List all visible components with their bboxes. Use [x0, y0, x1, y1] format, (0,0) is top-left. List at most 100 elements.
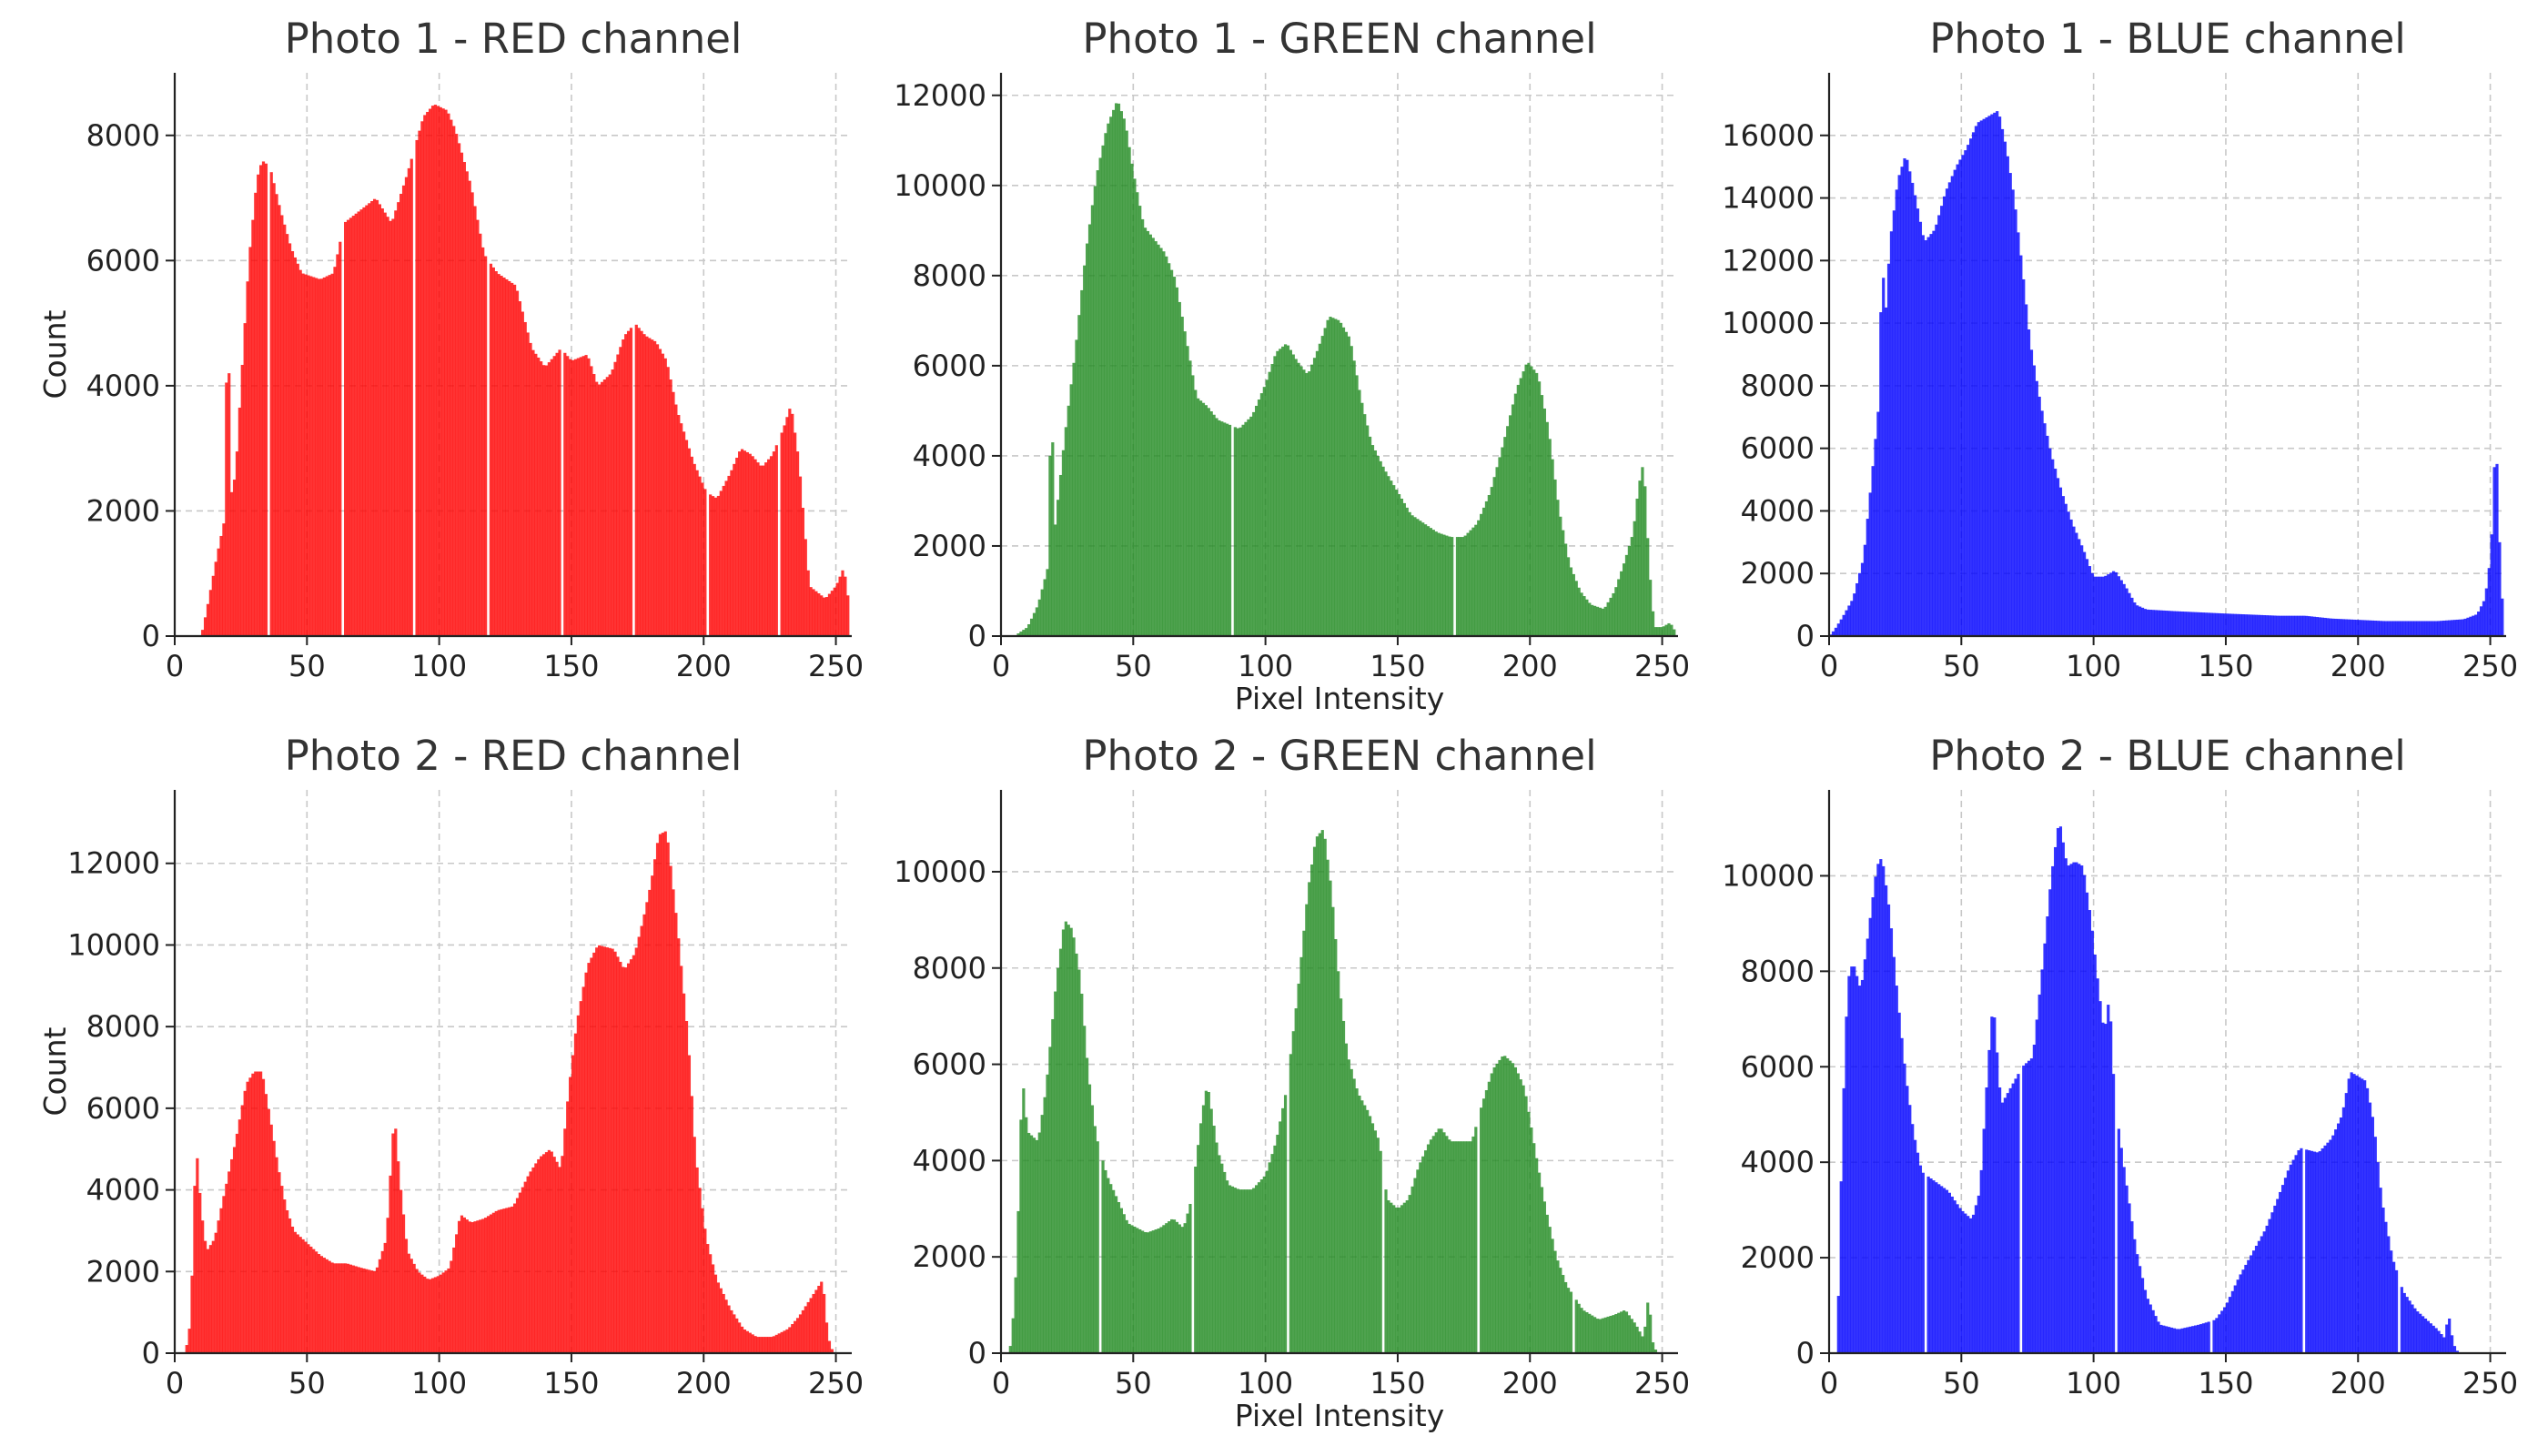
histogram-bar	[1569, 567, 1573, 636]
histogram-bar	[336, 1263, 339, 1353]
histogram-bar	[830, 1349, 834, 1353]
histogram-bar	[756, 1337, 760, 1353]
histogram-bar	[2207, 1321, 2210, 1353]
histogram-bar	[2104, 1024, 2108, 1353]
histogram-bar	[1075, 953, 1078, 1353]
histogram-bar	[1220, 1163, 1224, 1353]
histogram-bars	[1829, 111, 2504, 637]
histogram-bar	[1653, 627, 1658, 636]
histogram-bar	[2452, 620, 2457, 636]
histogram-bar	[2458, 619, 2462, 636]
histogram-bar	[719, 490, 723, 636]
histogram-bar	[672, 889, 675, 1353]
histogram-bar	[404, 1239, 409, 1353]
histogram-bar	[1487, 1081, 1491, 1353]
histogram-bar	[455, 134, 459, 636]
histogram-bar	[468, 180, 471, 636]
histogram-bar	[684, 1020, 689, 1353]
histogram-bar	[290, 1226, 295, 1353]
histogram-bar	[2286, 615, 2290, 636]
histogram-bar	[1312, 358, 1317, 636]
histogram-bar	[809, 1298, 813, 1353]
histogram-bar	[1836, 623, 1840, 636]
histogram-bar	[1408, 1195, 1411, 1353]
histogram-bar	[648, 889, 652, 1353]
histogram-bar	[1223, 1171, 1227, 1353]
histogram-bar	[513, 284, 517, 636]
histogram-bar	[719, 1288, 723, 1353]
histogram-bar	[2265, 615, 2269, 636]
histogram-bar	[552, 356, 556, 636]
histogram-bar	[235, 1133, 239, 1353]
histogram-bar	[748, 453, 752, 636]
histogram-bar	[1180, 1227, 1184, 1353]
histogram-bar	[1276, 1134, 1279, 1353]
histogram-bar	[2337, 619, 2341, 636]
histogram-bar	[1977, 122, 1980, 637]
histogram-bar	[827, 1340, 832, 1353]
histogram-bar	[1509, 1060, 1512, 1353]
histogram-bar	[1463, 535, 1467, 636]
histogram-bar	[1416, 1169, 1420, 1353]
histogram-bar	[1857, 572, 1862, 636]
histogram-bar	[1048, 1046, 1052, 1353]
histogram-bar	[1635, 1326, 1639, 1353]
histogram-bar	[275, 1157, 278, 1353]
histogram-bar	[1971, 1214, 1976, 1353]
y-tick-label: 6000	[913, 1047, 986, 1082]
histogram-bar	[2061, 496, 2065, 636]
histogram-bar	[1466, 1141, 1470, 1353]
histogram-bar	[1551, 459, 1554, 636]
histogram-bar	[211, 1240, 215, 1353]
histogram-bar	[2061, 842, 2065, 1353]
histogram-bar	[1255, 405, 1259, 636]
histogram-bar	[246, 1081, 249, 1353]
histogram-bar	[2196, 612, 2200, 636]
histogram-bar	[2169, 1327, 2174, 1353]
histogram-bar	[1259, 393, 1264, 636]
histogram-bar	[1455, 537, 1460, 636]
histogram-bar	[1122, 118, 1126, 636]
histogram-bar	[587, 963, 591, 1353]
histogram-bar	[296, 263, 299, 636]
histogram-bar	[2003, 141, 2007, 637]
histogram-bar	[658, 349, 662, 636]
histogram-bar	[2498, 541, 2502, 636]
histogram-bars	[1008, 830, 1658, 1353]
histogram-bar	[1572, 573, 1575, 636]
histogram-bar	[552, 1157, 556, 1353]
histogram-bar	[1967, 1216, 1970, 1353]
histogram-bars	[1836, 826, 2459, 1353]
histogram-bar	[1233, 1188, 1237, 1353]
histogram-bar	[1069, 927, 1073, 1353]
histogram-bar	[2175, 611, 2179, 636]
histogram-bar	[1035, 607, 1038, 636]
histogram-bar	[590, 366, 593, 636]
histogram-bar	[1545, 421, 1549, 636]
histogram-bar	[1040, 1115, 1044, 1353]
histogram-bar	[315, 1251, 318, 1353]
histogram-bar	[1620, 571, 1623, 636]
histogram-bar	[1452, 1141, 1457, 1353]
histogram-bar	[690, 1096, 693, 1353]
histogram-bar	[2291, 615, 2295, 636]
histogram-bar	[1429, 528, 1433, 636]
histogram-bar	[645, 902, 649, 1353]
histogram-bar	[751, 1334, 754, 1353]
histogram-bar	[378, 1259, 381, 1353]
histogram-bar	[1522, 1085, 1525, 1353]
histogram-bar	[1228, 1185, 1232, 1353]
histogram-bar	[1019, 1119, 1023, 1353]
histogram-bar	[1967, 145, 1970, 636]
histogram-bar	[1397, 1207, 1401, 1353]
histogram-bar	[2003, 1097, 2007, 1353]
histogram-bar	[1046, 1074, 1049, 1353]
histogram-bar	[1566, 557, 1571, 636]
histogram-bar	[1165, 256, 1168, 636]
histogram-bar	[762, 465, 765, 636]
histogram-bar	[2130, 597, 2134, 636]
histogram-bar	[2448, 1318, 2452, 1353]
histogram-bar	[397, 202, 400, 636]
histogram-bar	[259, 165, 263, 637]
histogram-bar	[2432, 1325, 2435, 1353]
